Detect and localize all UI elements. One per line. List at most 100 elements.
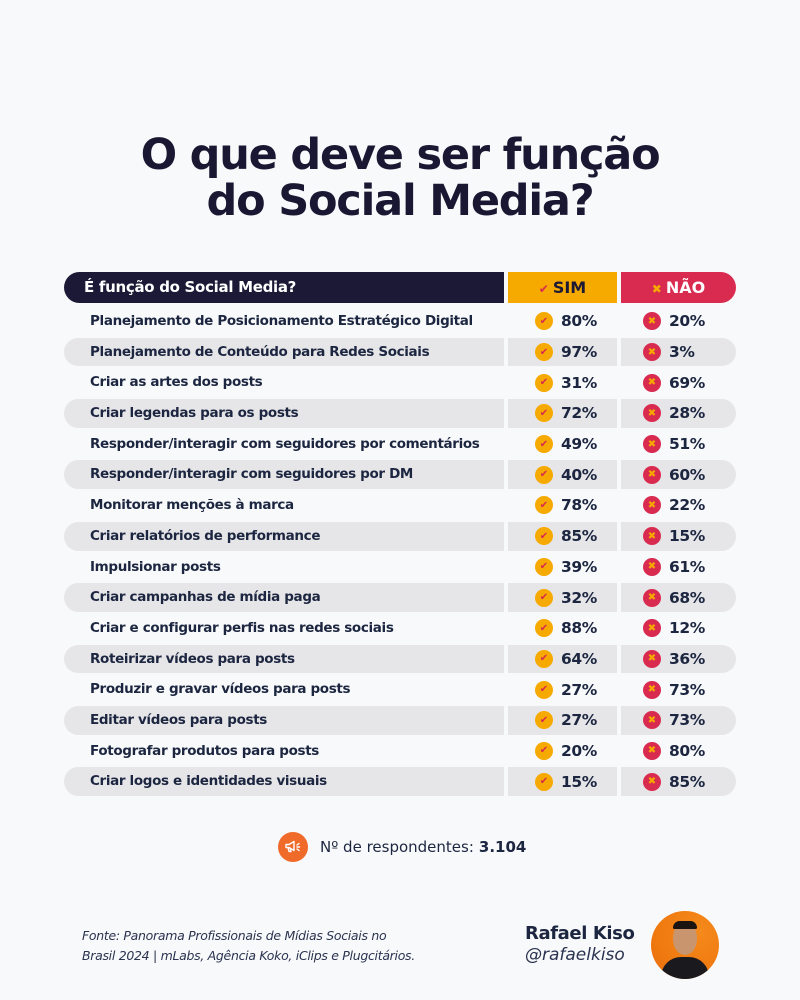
- table-row: Impulsionar posts ✔ 39% ✖ 61%: [64, 552, 736, 583]
- row-label: Responder/interagir com seguidores por c…: [90, 435, 480, 452]
- no-cell: ✖ 15%: [643, 521, 705, 552]
- check-circle-icon: ✔: [535, 312, 553, 331]
- table-body: Planejamento de Posicionamento Estratégi…: [64, 306, 736, 797]
- no-cell: ✖ 73%: [643, 705, 705, 736]
- check-circle-icon: ✔: [535, 373, 553, 392]
- x-circle-icon: ✖: [643, 373, 661, 392]
- table-row: Editar vídeos para posts ✔ 27% ✖ 73%: [64, 705, 736, 736]
- table-row: Responder/interagir com seguidores por c…: [64, 429, 736, 460]
- x-circle-icon: ✖: [643, 496, 661, 515]
- no-percent: 80%: [669, 741, 705, 760]
- yes-percent: 97%: [561, 343, 597, 362]
- row-label: Criar legendas para os posts: [90, 405, 299, 422]
- no-percent: 73%: [669, 711, 705, 730]
- author-block: Rafael Kiso @rafaelkiso: [525, 923, 635, 965]
- no-percent: 20%: [669, 312, 705, 331]
- yes-percent: 27%: [561, 711, 597, 730]
- yes-percent: 78%: [561, 496, 597, 515]
- yes-cell: ✔ 49%: [535, 429, 597, 460]
- table-row: Criar e configurar perfis nas redes soci…: [64, 613, 736, 644]
- x-circle-icon: ✖: [643, 312, 661, 331]
- header-question: É função do Social Media?: [64, 272, 504, 303]
- x-circle-icon: ✖: [643, 772, 661, 791]
- check-circle-icon: ✔: [535, 496, 553, 515]
- table-row: Criar as artes dos posts ✔ 31% ✖ 69%: [64, 367, 736, 398]
- yes-percent: 40%: [561, 465, 597, 484]
- no-percent: 3%: [669, 343, 695, 362]
- no-cell: ✖ 3%: [643, 337, 695, 368]
- yes-cell: ✔ 85%: [535, 521, 597, 552]
- table-row: Planejamento de Conteúdo para Redes Soci…: [64, 337, 736, 368]
- table-row: Produzir e gravar vídeos para posts ✔ 27% ✖…: [64, 674, 736, 705]
- yes-cell: ✔ 15%: [535, 766, 597, 797]
- check-circle-icon: ✔: [535, 619, 553, 638]
- no-cell: ✖ 28%: [643, 398, 705, 429]
- no-cell: ✖ 61%: [643, 552, 705, 583]
- no-cell: ✖ 12%: [643, 613, 705, 644]
- yes-cell: ✔ 20%: [535, 736, 597, 767]
- check-circle-icon: ✔: [535, 557, 553, 576]
- no-cell: ✖ 22%: [643, 490, 705, 521]
- x-circle-icon: ✖: [643, 404, 661, 423]
- table-row: Criar campanhas de mídia paga ✔ 32% ✖ 68%: [64, 582, 736, 613]
- avatar: [651, 911, 719, 979]
- yes-cell: ✔ 27%: [535, 705, 597, 736]
- check-circle-icon: ✔: [535, 527, 553, 546]
- no-cell: ✖ 51%: [643, 429, 705, 460]
- yes-percent: 39%: [561, 557, 597, 576]
- row-label: Roteirizar vídeos para posts: [90, 650, 295, 667]
- header-yes: ✔ SIM: [508, 272, 617, 303]
- row-label: Criar e configurar perfis nas redes soci…: [90, 619, 394, 636]
- check-circle-icon: ✔: [535, 404, 553, 423]
- respondents-label: Nº de respondentes:: [320, 838, 474, 856]
- page-title: O que deve ser função do Social Media?: [0, 132, 800, 224]
- no-percent: 61%: [669, 557, 705, 576]
- row-label: Responder/interagir com seguidores por D…: [90, 466, 414, 483]
- yes-cell: ✔ 78%: [535, 490, 597, 521]
- x-circle-icon: ✖: [643, 557, 661, 576]
- row-label: Editar vídeos para posts: [90, 711, 267, 728]
- yes-percent: 85%: [561, 527, 597, 546]
- respondents-info: Nº de respondentes: 3.104: [278, 832, 526, 862]
- yes-cell: ✔ 88%: [535, 613, 597, 644]
- megaphone-icon: [278, 832, 308, 862]
- yes-cell: ✔ 27%: [535, 674, 597, 705]
- no-percent: 85%: [669, 772, 705, 791]
- x-circle-icon: ✖: [643, 680, 661, 699]
- x-circle-icon: ✖: [643, 741, 661, 760]
- yes-percent: 72%: [561, 404, 597, 423]
- row-label: Planejamento de Posicionamento Estratégi…: [90, 313, 473, 329]
- no-percent: 28%: [669, 404, 705, 423]
- yes-percent: 27%: [561, 680, 597, 699]
- check-icon: ✔: [538, 282, 549, 296]
- check-circle-icon: ✔: [535, 465, 553, 484]
- no-percent: 22%: [669, 496, 705, 515]
- author-handle: @rafaelkiso: [525, 945, 625, 965]
- yes-cell: ✔ 97%: [535, 337, 597, 368]
- header-no: ✖ NÃO: [621, 272, 736, 303]
- no-cell: ✖ 68%: [643, 582, 705, 613]
- x-circle-icon: ✖: [643, 619, 661, 638]
- yes-cell: ✔ 72%: [535, 398, 597, 429]
- yes-percent: 88%: [561, 619, 597, 638]
- x-icon: ✖: [651, 282, 662, 296]
- yes-percent: 31%: [561, 373, 597, 392]
- no-cell: ✖ 85%: [643, 766, 705, 797]
- row-label: Planejamento de Conteúdo para Redes Soci…: [90, 343, 430, 360]
- row-label: Criar campanhas de mídia paga: [90, 589, 321, 606]
- row-label: Produzir e gravar vídeos para posts: [90, 681, 351, 698]
- table-row: Roteirizar vídeos para posts ✔ 64% ✖ 36%: [64, 644, 736, 675]
- no-percent: 73%: [669, 680, 705, 699]
- table-row: Criar logos e identidades visuais ✔ 15% ✖ 85…: [64, 766, 736, 797]
- results-table: É função do Social Media? ✔ SIM ✖ NÃO Plan…: [64, 272, 736, 797]
- check-circle-icon: ✔: [535, 649, 553, 668]
- table-header: É função do Social Media? ✔ SIM ✖ NÃO: [64, 272, 736, 303]
- no-percent: 15%: [669, 527, 705, 546]
- no-percent: 68%: [669, 588, 705, 607]
- x-circle-icon: ✖: [643, 527, 661, 546]
- yes-cell: ✔ 40%: [535, 459, 597, 490]
- yes-percent: 20%: [561, 741, 597, 760]
- table-row: Responder/interagir com seguidores por D…: [64, 459, 736, 490]
- no-cell: ✖ 36%: [643, 644, 705, 675]
- no-percent: 12%: [669, 619, 705, 638]
